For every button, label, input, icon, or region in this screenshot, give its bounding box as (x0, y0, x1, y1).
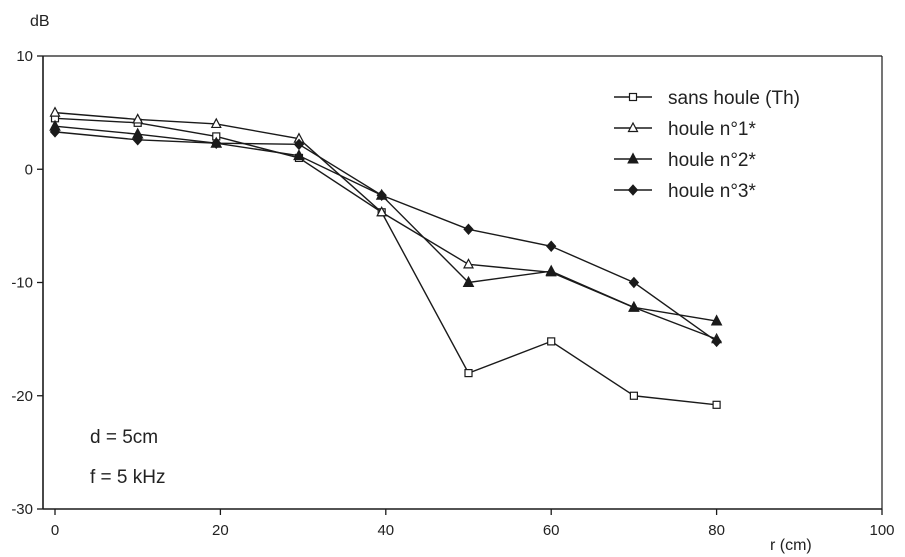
data-point (710, 314, 723, 326)
legend-item: houle n°3* (614, 181, 756, 202)
annotation-frequency: f = 5 kHz (90, 467, 166, 488)
data-point (711, 335, 722, 348)
y-tick-label: -20 (11, 388, 33, 405)
series-line (54, 125, 717, 322)
data-point (293, 149, 305, 161)
y-tick-label: 0 (25, 161, 33, 178)
data-point (210, 117, 222, 129)
series-line (54, 111, 717, 340)
axes (42, 55, 883, 510)
legend-label: houle n°3* (668, 181, 756, 202)
x-tick-label: 60 (543, 522, 560, 539)
legend-item: houle n°1* (614, 119, 756, 140)
y-tick-label: -10 (11, 275, 33, 292)
series-line (54, 117, 717, 406)
data-point (628, 276, 640, 289)
data-point (629, 391, 639, 400)
data-point (49, 106, 61, 117)
data-point (293, 138, 305, 151)
legend-marker (627, 152, 639, 164)
x-tick-label: 80 (708, 522, 725, 539)
data-point (132, 134, 143, 146)
data-point (462, 275, 475, 287)
data-point (463, 258, 474, 269)
x-tick-label: 100 (869, 522, 894, 539)
data-point (49, 126, 61, 138)
x-tick-label: 40 (377, 522, 394, 539)
data-point (376, 206, 388, 217)
data-point (376, 189, 387, 202)
series-3 (49, 119, 723, 326)
series-4 (49, 126, 722, 348)
data-point (211, 137, 222, 149)
data-point (712, 400, 721, 409)
x-tick-label: 0 (51, 522, 59, 539)
legend-item: sans houle (Th) (614, 88, 800, 109)
x-ticks: 0 20 40 60 80 100 (51, 509, 895, 539)
legend: sans houle (Th) houle n°1* houle n°2* houle… (614, 88, 800, 202)
legend-marker (627, 184, 639, 196)
data-point (132, 113, 144, 124)
data-point (463, 223, 474, 236)
legend-item: houle n°2* (614, 150, 756, 171)
y-ticks: 10 0 -10 -20 -30 (11, 48, 43, 518)
data-point (545, 264, 558, 276)
annotation-depth: d = 5cm (90, 427, 158, 448)
data-point (546, 240, 557, 253)
data-point (464, 369, 473, 378)
y-tick-label: 10 (16, 48, 33, 65)
legend-label: houle n°1* (668, 119, 756, 140)
series-group (49, 106, 723, 409)
legend-label: sans houle (Th) (668, 88, 800, 109)
x-axis-title: r (cm) (770, 537, 812, 554)
legend-marker (628, 92, 638, 102)
x-tick-label: 20 (212, 522, 229, 539)
y-tick-label: -30 (11, 501, 33, 518)
series-line (54, 131, 718, 342)
data-point (628, 300, 640, 312)
legend-marker (627, 121, 639, 133)
y-axis-title: dB (30, 13, 50, 30)
series-2 (49, 106, 723, 344)
legend-label: houle n°2* (668, 150, 756, 171)
data-point (547, 337, 556, 346)
